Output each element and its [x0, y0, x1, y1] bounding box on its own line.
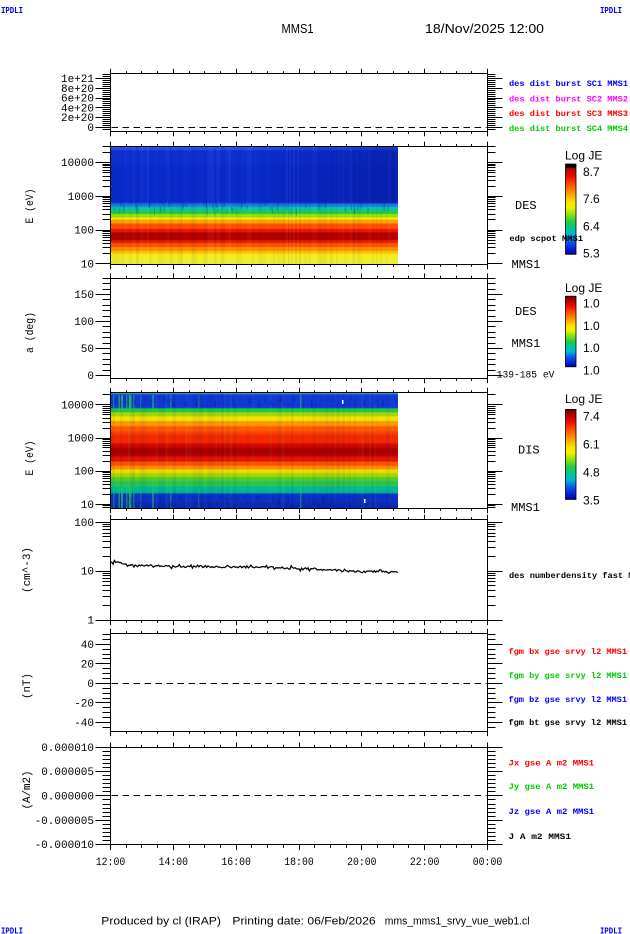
- svg-text:14:00: 14:00: [159, 857, 189, 869]
- svg-text:0: 0: [87, 371, 94, 383]
- svg-text:IPDLI: IPDLI: [1, 927, 23, 934]
- svg-text:Jy gse A m2 MMS1: Jy gse A m2 MMS1: [509, 782, 595, 792]
- svg-text:10000: 10000: [61, 158, 94, 170]
- svg-text:10: 10: [81, 567, 94, 579]
- svg-text:(cm^-3): (cm^-3): [22, 547, 34, 593]
- svg-text:-0.000005: -0.000005: [35, 816, 94, 828]
- svg-text:des dist burst SC4 MMS4: des dist burst SC4 MMS4: [509, 124, 628, 134]
- svg-text:50: 50: [81, 344, 94, 356]
- svg-text:1000: 1000: [68, 192, 94, 204]
- svg-text:des dist burst SC1 MMS1: des dist burst SC1 MMS1: [509, 79, 628, 89]
- svg-text:edp scpot MMS1: edp scpot MMS1: [509, 234, 583, 244]
- svg-text:1: 1: [87, 616, 94, 628]
- svg-text:0.000005: 0.000005: [41, 767, 94, 779]
- svg-text:Jx gse A m2 MMS1: Jx gse A m2 MMS1: [509, 759, 595, 769]
- svg-text:0.000000: 0.000000: [41, 792, 94, 804]
- svg-text:des dist burst SC3 MMS3: des dist burst SC3 MMS3: [509, 109, 628, 119]
- svg-text:Printing date: 06/Feb/2026: Printing date: 06/Feb/2026: [232, 916, 375, 928]
- svg-text:1.0: 1.0: [583, 319, 600, 333]
- svg-text:22:00: 22:00: [410, 857, 440, 869]
- svg-text:18/Nov/2025 12:00: 18/Nov/2025 12:00: [425, 22, 544, 36]
- svg-text:-0.000010: -0.000010: [35, 840, 94, 852]
- svg-text:2e+20: 2e+20: [61, 113, 94, 125]
- svg-text:E (eV): E (eV): [25, 441, 37, 476]
- svg-text:00:00: 00:00: [473, 857, 503, 869]
- svg-text:fgm bx gse srvy l2 MMS1: fgm bx gse srvy l2 MMS1: [509, 647, 628, 657]
- svg-text:6.1: 6.1: [583, 438, 600, 452]
- svg-text:20: 20: [81, 659, 94, 671]
- svg-text:a (deg): a (deg): [25, 312, 37, 353]
- svg-text:16:00: 16:00: [221, 857, 251, 869]
- svg-text:MMS1: MMS1: [512, 337, 541, 351]
- svg-text:fgm by gse srvy l2 MMS1: fgm by gse srvy l2 MMS1: [509, 671, 628, 681]
- svg-text:4.8: 4.8: [583, 466, 600, 480]
- svg-text:1.0: 1.0: [583, 341, 600, 355]
- svg-text:DES: DES: [515, 305, 537, 319]
- svg-text:7.4: 7.4: [583, 410, 600, 424]
- svg-text:des numberdensity fast MMS1: des numberdensity fast MMS1: [509, 571, 630, 581]
- svg-text:Log JE: Log JE: [565, 149, 602, 163]
- svg-text:J A m2 MMS1: J A m2 MMS1: [509, 832, 572, 842]
- svg-text:3.5: 3.5: [583, 494, 600, 508]
- svg-text:20:00: 20:00: [347, 857, 377, 869]
- svg-text:0.000010: 0.000010: [41, 743, 94, 755]
- svg-text:139-185 eV: 139-185 eV: [497, 370, 555, 381]
- svg-text:8.7: 8.7: [583, 165, 600, 179]
- svg-text:100: 100: [74, 518, 94, 530]
- svg-text:6e+20: 6e+20: [61, 94, 94, 106]
- svg-text:100: 100: [74, 226, 94, 238]
- svg-text:E (eV): E (eV): [25, 189, 37, 224]
- svg-text:MMS1: MMS1: [511, 501, 540, 515]
- svg-text:MMS1: MMS1: [282, 22, 314, 36]
- svg-text:0: 0: [87, 679, 94, 691]
- svg-text:(A/m2): (A/m2): [22, 771, 34, 810]
- svg-text:150: 150: [74, 290, 94, 302]
- svg-text:fgm bz gse srvy l2 MMS1: fgm bz gse srvy l2 MMS1: [509, 695, 628, 705]
- svg-text:Log JE: Log JE: [565, 281, 602, 295]
- svg-text:Jz gse A m2 MMS1: Jz gse A m2 MMS1: [509, 807, 595, 817]
- svg-text:100: 100: [74, 467, 94, 479]
- svg-text:18:00: 18:00: [284, 857, 314, 869]
- svg-text:1.0: 1.0: [583, 297, 600, 311]
- svg-text:IPDLI: IPDLI: [600, 6, 622, 16]
- svg-text:100: 100: [74, 317, 94, 329]
- svg-text:1.0: 1.0: [583, 363, 600, 377]
- svg-text:Log JE: Log JE: [565, 392, 602, 406]
- svg-text:-20: -20: [74, 699, 94, 711]
- svg-text:6.4: 6.4: [583, 219, 600, 233]
- svg-text:7.6: 7.6: [583, 192, 600, 206]
- svg-text:Produced by cl (IRAP): Produced by cl (IRAP): [101, 916, 221, 928]
- svg-text:4e+20: 4e+20: [61, 103, 94, 115]
- svg-text:10: 10: [81, 260, 94, 272]
- svg-text:10: 10: [81, 500, 94, 512]
- svg-text:12:00: 12:00: [96, 857, 126, 869]
- svg-text:(nT): (nT): [22, 673, 34, 699]
- svg-text:DIS: DIS: [518, 443, 540, 457]
- svg-text:1e+21: 1e+21: [61, 74, 94, 86]
- svg-text:1000: 1000: [68, 434, 94, 446]
- svg-text:fgm bt gse srvy l2 MMS1: fgm bt gse srvy l2 MMS1: [509, 718, 628, 728]
- svg-text:-40: -40: [74, 718, 94, 730]
- svg-text:10000: 10000: [61, 401, 94, 413]
- svg-text:5.3: 5.3: [583, 246, 600, 260]
- svg-text:8e+20: 8e+20: [61, 84, 94, 96]
- svg-text:40: 40: [81, 640, 94, 652]
- svg-text:0: 0: [87, 123, 94, 135]
- svg-text:DES: DES: [515, 199, 537, 213]
- svg-text:MMS1: MMS1: [512, 258, 541, 272]
- svg-text:mms_mms1_srvy_vue_web1.cl: mms_mms1_srvy_vue_web1.cl: [385, 916, 530, 928]
- svg-text:IPDLI: IPDLI: [1, 6, 23, 16]
- svg-text:des dist burst SC2 MMS2: des dist burst SC2 MMS2: [509, 95, 628, 105]
- svg-text:IPDLI: IPDLI: [600, 927, 622, 934]
